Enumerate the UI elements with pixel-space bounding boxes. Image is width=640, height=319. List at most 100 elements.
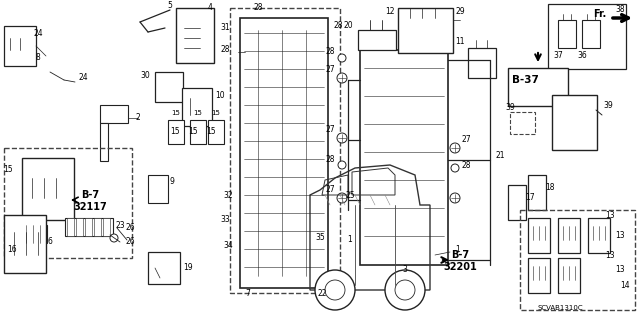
- Text: 32: 32: [223, 190, 233, 199]
- Text: 35: 35: [315, 234, 325, 242]
- Text: 16: 16: [7, 246, 17, 255]
- Bar: [558, 258, 580, 293]
- Text: 37: 37: [553, 50, 563, 60]
- Bar: [558, 20, 576, 48]
- Text: 13: 13: [615, 231, 625, 240]
- Text: 12: 12: [385, 8, 395, 17]
- Text: 28: 28: [253, 4, 263, 12]
- Text: 8: 8: [36, 54, 40, 63]
- Text: 14: 14: [620, 280, 630, 290]
- Text: 4: 4: [207, 4, 212, 12]
- Text: 32117: 32117: [73, 202, 107, 212]
- Text: 15: 15: [193, 110, 202, 116]
- Text: 27: 27: [325, 65, 335, 75]
- Text: 28: 28: [461, 160, 471, 169]
- Bar: [520, 210, 635, 310]
- Text: 33: 33: [220, 216, 230, 225]
- Circle shape: [338, 54, 346, 62]
- Bar: [155, 72, 183, 102]
- Text: 3: 3: [403, 265, 408, 275]
- Text: B-7: B-7: [81, 190, 99, 200]
- Text: 5: 5: [168, 2, 172, 11]
- Bar: [176, 8, 214, 63]
- Circle shape: [395, 280, 415, 300]
- Text: 15: 15: [206, 128, 216, 137]
- Text: 39: 39: [505, 103, 515, 113]
- Bar: [168, 120, 184, 144]
- Bar: [552, 95, 597, 150]
- Bar: [22, 225, 47, 243]
- Text: 15: 15: [170, 128, 180, 137]
- Circle shape: [338, 161, 346, 169]
- Text: 10: 10: [215, 91, 225, 100]
- Text: 15: 15: [172, 110, 180, 116]
- Text: 26: 26: [125, 238, 135, 247]
- Bar: [67, 218, 74, 236]
- Bar: [85, 218, 92, 236]
- Bar: [582, 20, 600, 48]
- Bar: [510, 112, 535, 134]
- Text: SCVAB1310C: SCVAB1310C: [537, 305, 583, 311]
- Text: 24: 24: [78, 73, 88, 83]
- Text: 18: 18: [545, 183, 555, 192]
- Circle shape: [450, 143, 460, 153]
- Text: 23: 23: [115, 221, 125, 231]
- Text: 38: 38: [615, 5, 625, 14]
- Text: 27: 27: [325, 125, 335, 135]
- Bar: [558, 218, 580, 253]
- Bar: [4, 215, 46, 273]
- Circle shape: [110, 234, 118, 242]
- Text: 6: 6: [47, 238, 52, 247]
- Bar: [22, 158, 74, 220]
- Text: 1: 1: [348, 235, 353, 244]
- Circle shape: [337, 73, 347, 83]
- Bar: [65, 218, 113, 236]
- Text: 39: 39: [603, 100, 613, 109]
- Text: 26: 26: [125, 224, 135, 233]
- Bar: [76, 218, 83, 236]
- Text: 27: 27: [325, 186, 335, 195]
- Text: 11: 11: [455, 38, 465, 47]
- Text: 15: 15: [212, 110, 220, 116]
- Text: 7: 7: [246, 290, 250, 299]
- Bar: [588, 218, 610, 253]
- Bar: [94, 218, 101, 236]
- Circle shape: [315, 270, 355, 310]
- Circle shape: [325, 280, 345, 300]
- Text: 27: 27: [461, 136, 471, 145]
- Bar: [208, 120, 224, 144]
- Text: 15: 15: [3, 166, 13, 174]
- Text: 28: 28: [220, 46, 230, 55]
- Text: 17: 17: [525, 194, 535, 203]
- Text: 31: 31: [220, 24, 230, 33]
- Text: 28: 28: [325, 48, 335, 56]
- Circle shape: [337, 133, 347, 143]
- Text: 28: 28: [325, 155, 335, 165]
- Text: 2: 2: [136, 114, 140, 122]
- Bar: [100, 105, 128, 123]
- Circle shape: [450, 193, 460, 203]
- Bar: [528, 175, 546, 210]
- Text: 34: 34: [223, 241, 233, 249]
- Bar: [508, 185, 526, 220]
- Bar: [548, 4, 626, 69]
- Bar: [148, 175, 168, 203]
- Text: Fr.: Fr.: [593, 9, 607, 19]
- Circle shape: [451, 164, 459, 172]
- Text: 28: 28: [333, 20, 343, 29]
- Text: B-7: B-7: [451, 250, 469, 260]
- Circle shape: [385, 270, 425, 310]
- Bar: [398, 8, 453, 53]
- Text: 1: 1: [456, 246, 460, 255]
- Bar: [100, 123, 108, 161]
- Text: 22: 22: [317, 290, 327, 299]
- Text: 21: 21: [495, 151, 505, 160]
- Bar: [528, 218, 550, 253]
- Text: 32201: 32201: [443, 262, 477, 272]
- Text: 13: 13: [605, 211, 615, 219]
- Bar: [360, 50, 448, 265]
- Bar: [468, 48, 496, 78]
- Text: 25: 25: [345, 190, 355, 199]
- Text: B-37: B-37: [511, 75, 538, 85]
- Text: 36: 36: [577, 50, 587, 60]
